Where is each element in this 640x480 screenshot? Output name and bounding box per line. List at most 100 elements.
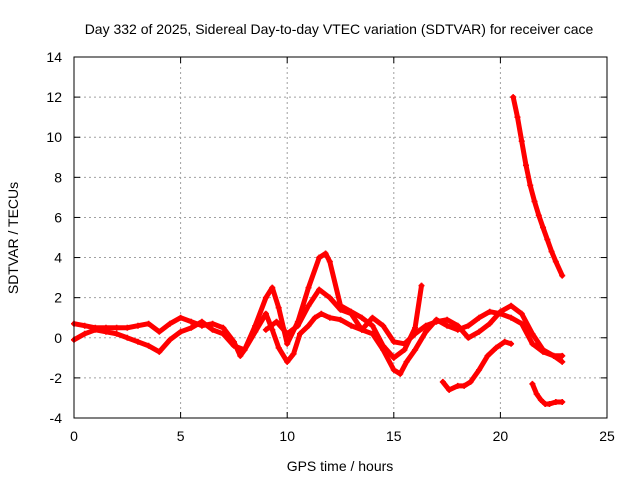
data-point xyxy=(166,336,173,343)
data-point xyxy=(380,322,387,329)
data-point xyxy=(559,272,566,279)
data-point xyxy=(134,322,141,329)
data-point xyxy=(540,346,547,353)
data-point xyxy=(188,324,195,331)
data-point xyxy=(518,138,525,145)
data-point xyxy=(476,328,483,335)
data-point xyxy=(358,326,365,333)
x-tick-label: 10 xyxy=(279,428,295,444)
data-point xyxy=(326,294,333,301)
y-axis-label: SDTVAR / TECUs xyxy=(5,182,21,294)
data-point xyxy=(209,320,216,327)
data-point xyxy=(305,284,312,291)
data-point xyxy=(369,314,376,321)
data-point xyxy=(540,224,547,231)
x-tick-label: 25 xyxy=(599,428,615,444)
data-point xyxy=(305,302,312,309)
data-point xyxy=(529,380,536,387)
data-point xyxy=(113,324,120,331)
data-point xyxy=(559,358,566,365)
data-point xyxy=(209,326,216,333)
data-point xyxy=(284,330,291,337)
x-axis-label: GPS time / hours xyxy=(287,458,394,474)
y-tick-label: 10 xyxy=(46,129,62,145)
data-point xyxy=(529,340,536,347)
data-point xyxy=(529,330,536,337)
data-point xyxy=(465,322,472,329)
data-point xyxy=(444,316,451,323)
plot-frame xyxy=(73,56,608,419)
data-point xyxy=(508,302,515,309)
data-point xyxy=(81,330,88,337)
series-band xyxy=(510,94,565,279)
data-point xyxy=(397,370,404,377)
data-point xyxy=(531,198,538,205)
x-tick-label: 5 xyxy=(177,428,185,444)
data-point xyxy=(273,318,280,325)
series-band xyxy=(71,251,424,361)
series-track-f xyxy=(529,380,566,407)
x-tick-label: 15 xyxy=(386,428,402,444)
data-point xyxy=(358,314,365,321)
data-point xyxy=(92,326,99,333)
data-point xyxy=(275,344,282,351)
grid-lines xyxy=(74,57,607,418)
data-point xyxy=(275,304,282,311)
data-point xyxy=(230,342,237,349)
axis-ticks: 0 5 10 15 20 25 -4 -2 0 2 4 6 8 10 12 14 xyxy=(46,49,615,444)
data-point xyxy=(486,308,493,315)
y-tick-label: 2 xyxy=(54,290,62,306)
y-tick-label: 12 xyxy=(46,89,62,105)
data-point xyxy=(403,358,410,365)
data-point xyxy=(501,338,508,345)
x-tick-label: 20 xyxy=(493,428,509,444)
data-point xyxy=(220,330,227,337)
data-point xyxy=(476,314,483,321)
y-tick-label: -2 xyxy=(50,370,63,386)
data-point xyxy=(548,248,555,255)
data-point xyxy=(444,322,451,329)
data-point xyxy=(305,322,312,329)
data-point xyxy=(467,378,474,385)
data-point xyxy=(446,386,453,393)
data-point xyxy=(422,322,429,329)
series-track-e xyxy=(439,338,515,393)
data-point xyxy=(134,338,141,345)
data-point xyxy=(177,328,184,335)
data-point xyxy=(552,398,559,405)
data-point xyxy=(284,340,291,347)
data-point xyxy=(412,346,419,353)
data-point xyxy=(326,314,333,321)
data-point xyxy=(514,114,521,121)
data-point xyxy=(124,334,131,341)
data-point xyxy=(156,328,163,335)
data-point xyxy=(252,322,259,329)
y-tick-label: 0 xyxy=(54,330,62,346)
data-point xyxy=(546,400,553,407)
data-point xyxy=(422,328,429,335)
data-point xyxy=(316,254,323,261)
series-track-c xyxy=(262,286,566,365)
y-tick-label: 4 xyxy=(54,250,62,266)
data-point xyxy=(198,318,205,325)
data-point xyxy=(433,318,440,325)
data-point xyxy=(145,342,152,349)
series-track-d xyxy=(510,94,566,279)
data-point xyxy=(311,314,318,321)
y-tick-label: -4 xyxy=(50,410,63,426)
data-point xyxy=(380,342,387,349)
data-point xyxy=(401,346,408,353)
series-band xyxy=(440,339,514,393)
data-point xyxy=(527,182,534,189)
data-point xyxy=(518,310,525,317)
data-point xyxy=(269,284,276,291)
data-point xyxy=(439,378,446,385)
data-point xyxy=(318,310,325,317)
data-point xyxy=(390,338,397,345)
data-point xyxy=(113,330,120,337)
data-point xyxy=(508,340,515,347)
data-point xyxy=(237,352,244,359)
data-point xyxy=(508,314,515,321)
data-point xyxy=(454,382,461,389)
data-point xyxy=(348,310,355,317)
